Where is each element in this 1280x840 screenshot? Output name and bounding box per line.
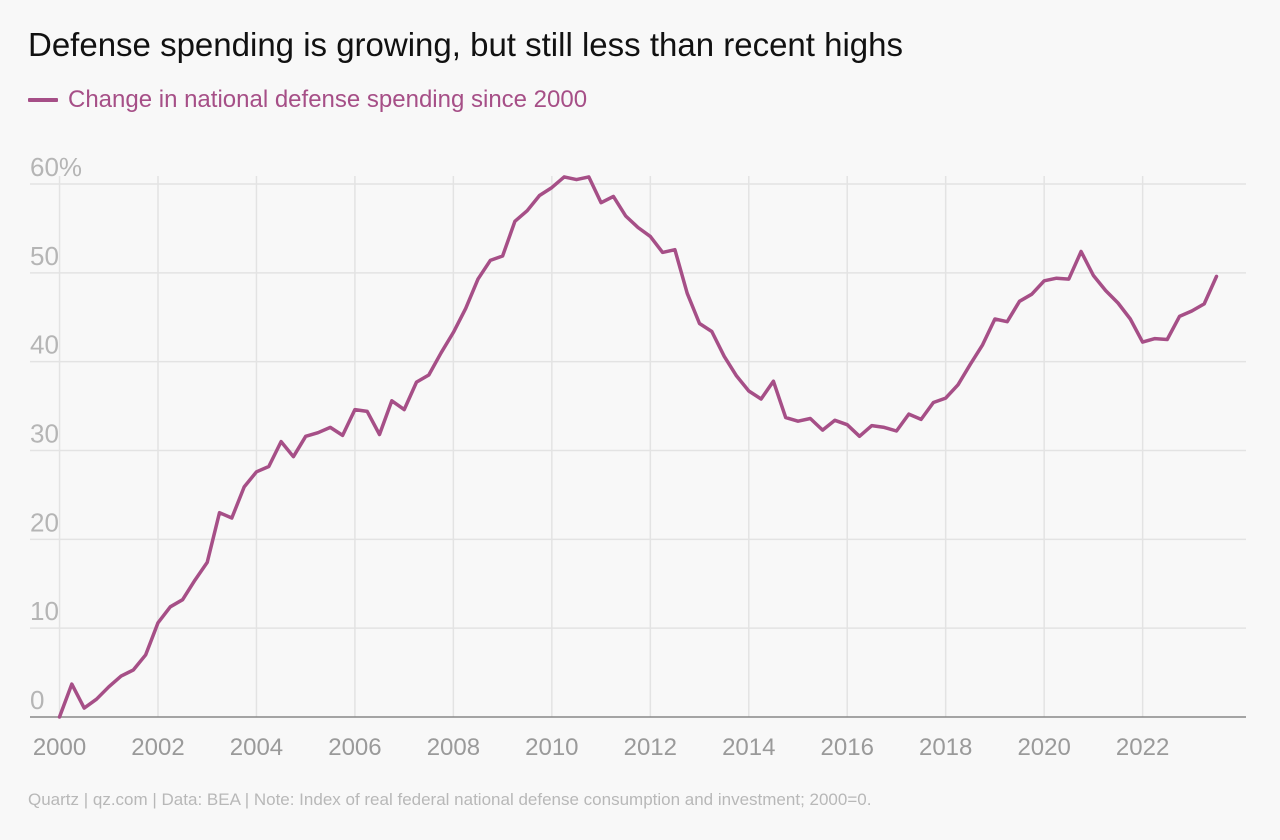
- series-line: [57, 175, 1219, 719]
- y-tick-label: 60%: [30, 152, 82, 182]
- grid: [30, 176, 1246, 717]
- x-tick-label: 2006: [328, 734, 381, 761]
- y-tick-label: 40: [30, 330, 59, 360]
- x-tick-label: 2004: [230, 734, 283, 761]
- x-tick-label: 2014: [722, 734, 775, 761]
- legend-swatch: [28, 98, 58, 102]
- legend-label: Change in national defense spending sinc…: [68, 86, 588, 113]
- y-tick-label: 20: [30, 507, 59, 537]
- x-tick-label: 2020: [1017, 734, 1070, 761]
- x-tick-label: 2008: [427, 734, 480, 761]
- chart-title: Defense spending is growing, but still l…: [28, 26, 903, 63]
- y-tick-label: 30: [30, 419, 59, 449]
- x-tick-label: 2012: [624, 734, 677, 761]
- series: [57, 175, 1219, 719]
- x-tick-label: 2000: [33, 734, 86, 761]
- x-tick-label: 2018: [919, 734, 972, 761]
- x-tick-label: 2022: [1116, 734, 1169, 761]
- x-tick-label: 2016: [821, 734, 874, 761]
- x-tick-label: 2010: [525, 734, 578, 761]
- y-tick-label: 10: [30, 596, 59, 626]
- y-tick-label: 50: [30, 241, 59, 271]
- source-footer: Quartz | qz.com | Data: BEA | Note: Inde…: [28, 790, 872, 809]
- legend: Change in national defense spending sinc…: [28, 86, 587, 114]
- y-tick-label: 0: [30, 685, 44, 715]
- axes: 0 10 20 30 40 50 60% 2000 2002 2004 2006 2008 2010 20…: [30, 152, 1246, 761]
- x-tick-label: 2002: [131, 734, 184, 761]
